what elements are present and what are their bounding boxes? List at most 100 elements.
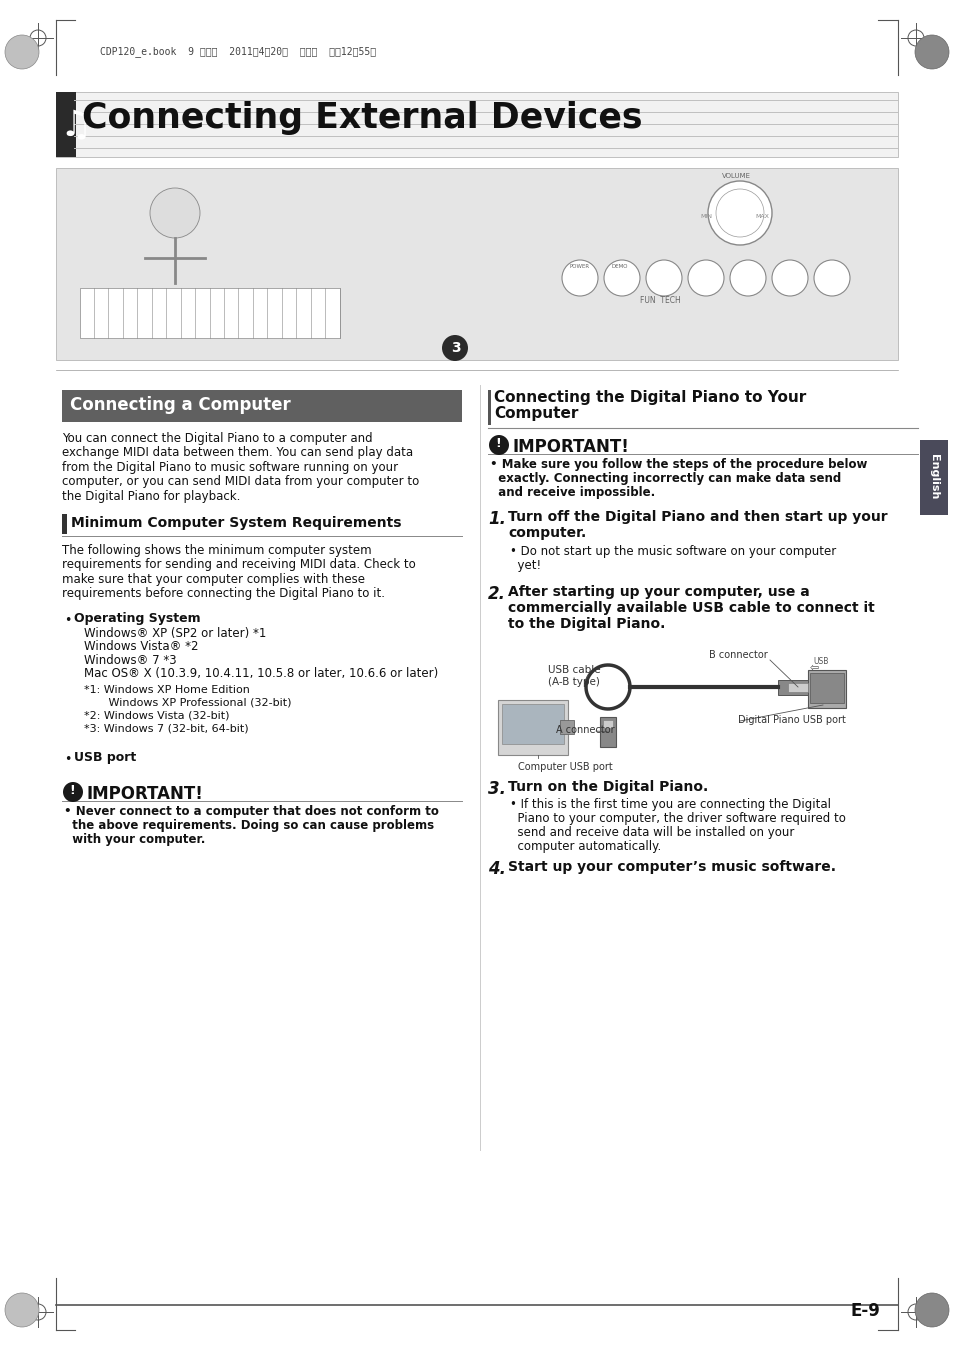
Text: Start up your computer’s music software.: Start up your computer’s music software.	[507, 860, 835, 873]
Circle shape	[729, 261, 765, 296]
Circle shape	[489, 435, 509, 455]
Bar	[497, 701, 567, 755]
Text: USB port: USB port	[74, 751, 136, 764]
Circle shape	[63, 782, 83, 802]
Text: • Make sure you follow the steps of the procedure below: • Make sure you follow the steps of the …	[490, 458, 866, 471]
Text: Connecting External Devices: Connecting External Devices	[82, 101, 641, 135]
Text: ⇦: ⇦	[809, 663, 819, 674]
Text: MAX: MAX	[754, 215, 768, 219]
Text: E-9: E-9	[849, 1301, 879, 1320]
Text: *3: Windows 7 (32-bit, 64-bit): *3: Windows 7 (32-bit, 64-bit)	[84, 724, 249, 734]
Text: computer.: computer.	[507, 526, 586, 540]
Text: • Do not start up the music software on your computer: • Do not start up the music software on …	[510, 545, 836, 558]
Bar	[80, 288, 339, 338]
Text: ♫: ♫	[59, 108, 91, 142]
Circle shape	[707, 181, 771, 244]
Circle shape	[813, 261, 849, 296]
Text: POWER: POWER	[569, 265, 590, 269]
Text: Windows® XP (SP2 or later) *1: Windows® XP (SP2 or later) *1	[84, 626, 266, 640]
Text: Windows XP Professional (32-bit): Windows XP Professional (32-bit)	[84, 698, 292, 707]
Bar	[809, 674, 843, 703]
Text: Turn off the Digital Piano and then start up your: Turn off the Digital Piano and then star…	[507, 510, 886, 524]
Text: Windows® 7 *3: Windows® 7 *3	[84, 653, 176, 667]
Text: B connector: B connector	[708, 649, 767, 660]
Text: to the Digital Piano.: to the Digital Piano.	[507, 617, 664, 630]
Bar	[488, 390, 491, 425]
Bar	[62, 514, 67, 535]
Text: A connector: A connector	[556, 725, 614, 734]
Text: yet!: yet!	[510, 559, 540, 572]
Text: 2.: 2.	[488, 585, 505, 603]
Text: •: •	[64, 753, 71, 765]
Text: VOLUME: VOLUME	[721, 173, 750, 180]
Text: requirements before connecting the Digital Piano to it.: requirements before connecting the Digit…	[62, 587, 385, 601]
Circle shape	[645, 261, 681, 296]
Text: make sure that your computer complies with these: make sure that your computer complies wi…	[62, 572, 365, 586]
Text: Connecting the Digital Piano to Your: Connecting the Digital Piano to Your	[494, 390, 805, 405]
Text: You can connect the Digital Piano to a computer and: You can connect the Digital Piano to a c…	[62, 432, 373, 446]
Bar	[778, 680, 807, 695]
Bar	[559, 720, 574, 734]
Text: FUN  TECH: FUN TECH	[639, 296, 680, 305]
Text: computer, or you can send MIDI data from your computer to: computer, or you can send MIDI data from…	[62, 475, 418, 489]
Bar	[62, 390, 461, 423]
Circle shape	[150, 188, 200, 238]
Text: commercially available USB cable to connect it: commercially available USB cable to conn…	[507, 601, 874, 616]
Bar	[56, 92, 76, 157]
Text: Turn on the Digital Piano.: Turn on the Digital Piano.	[507, 780, 707, 794]
Text: Windows Vista® *2: Windows Vista® *2	[84, 640, 198, 653]
Text: and receive impossible.: and receive impossible.	[490, 486, 655, 500]
Text: Computer: Computer	[494, 406, 578, 421]
Text: The following shows the minimum computer system: The following shows the minimum computer…	[62, 544, 372, 558]
Bar	[501, 703, 563, 744]
Text: 3.: 3.	[488, 780, 505, 798]
Text: exchange MIDI data between them. You can send play data: exchange MIDI data between them. You can…	[62, 447, 413, 459]
Circle shape	[603, 261, 639, 296]
Text: 1.: 1.	[488, 510, 505, 528]
Text: After starting up your computer, use a: After starting up your computer, use a	[507, 585, 809, 599]
Text: *1: Windows XP Home Edition: *1: Windows XP Home Edition	[84, 684, 250, 695]
Text: Computer USB port: Computer USB port	[517, 761, 612, 772]
Text: CDP120_e.book  9 ページ  2011年4月20日  水曜日  午後12時55分: CDP120_e.book 9 ページ 2011年4月20日 水曜日 午後12時…	[100, 46, 375, 58]
Circle shape	[5, 1293, 39, 1327]
Circle shape	[561, 261, 598, 296]
Circle shape	[771, 261, 807, 296]
Text: exactly. Connecting incorrectly can make data send: exactly. Connecting incorrectly can make…	[490, 472, 841, 485]
Circle shape	[914, 1293, 948, 1327]
Text: • If this is the first time you are connecting the Digital: • If this is the first time you are conn…	[510, 798, 830, 811]
Bar	[807, 670, 845, 707]
Text: MIN: MIN	[700, 215, 711, 219]
Text: Piano to your computer, the driver software required to: Piano to your computer, the driver softw…	[510, 811, 845, 825]
Text: *2: Windows Vista (32-bit): *2: Windows Vista (32-bit)	[84, 711, 230, 721]
Text: •: •	[64, 614, 71, 626]
Circle shape	[5, 35, 39, 69]
Text: • Never connect to a computer that does not conform to: • Never connect to a computer that does …	[64, 805, 438, 818]
Bar	[602, 720, 613, 728]
Text: DEMO: DEMO	[612, 265, 628, 269]
Text: send and receive data will be installed on your: send and receive data will be installed …	[510, 826, 794, 838]
Bar	[56, 167, 897, 360]
Text: !: !	[69, 784, 74, 796]
Bar	[56, 92, 897, 157]
Bar	[787, 683, 807, 693]
Text: Minimum Computer System Requirements: Minimum Computer System Requirements	[71, 516, 401, 531]
Text: 3: 3	[451, 342, 460, 355]
Circle shape	[441, 335, 468, 360]
Text: IMPORTANT!: IMPORTANT!	[513, 437, 629, 456]
Text: Mac OS® X (10.3.9, 10.4.11, 10.5.8 or later, 10.6.6 or later): Mac OS® X (10.3.9, 10.4.11, 10.5.8 or la…	[84, 667, 437, 680]
Text: USB cable: USB cable	[547, 666, 600, 675]
Text: Digital Piano USB port: Digital Piano USB port	[738, 716, 845, 725]
Text: 4.: 4.	[488, 860, 505, 878]
Text: Operating System: Operating System	[74, 612, 200, 625]
Text: requirements for sending and receiving MIDI data. Check to: requirements for sending and receiving M…	[62, 559, 416, 571]
Text: !: !	[495, 437, 500, 450]
Bar	[919, 440, 947, 514]
Circle shape	[687, 261, 723, 296]
Text: IMPORTANT!: IMPORTANT!	[87, 784, 204, 803]
Text: English: English	[928, 455, 938, 500]
Text: Connecting a Computer: Connecting a Computer	[70, 396, 291, 414]
Circle shape	[914, 35, 948, 69]
Text: from the Digital Piano to music software running on your: from the Digital Piano to music software…	[62, 460, 397, 474]
Text: the above requirements. Doing so can cause problems: the above requirements. Doing so can cau…	[64, 819, 434, 832]
Text: the Digital Piano for playback.: the Digital Piano for playback.	[62, 490, 240, 504]
